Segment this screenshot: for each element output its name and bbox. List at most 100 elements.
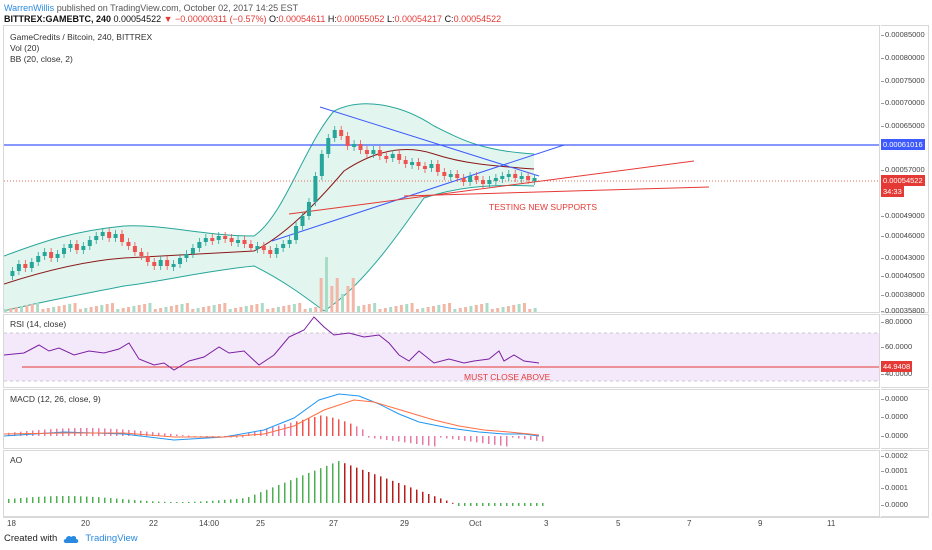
ao-bar bbox=[506, 503, 508, 506]
rsi-axis[interactable]: 80.0000 60.0000 40.0000 bbox=[880, 314, 929, 388]
volume-bar bbox=[25, 305, 29, 312]
candle-body bbox=[184, 254, 189, 258]
volume-bar bbox=[159, 308, 163, 312]
candle-body bbox=[236, 240, 241, 243]
support-line-2 bbox=[403, 186, 710, 197]
volume-bar bbox=[276, 307, 280, 312]
macd-bar bbox=[326, 416, 328, 436]
ao-bar bbox=[302, 475, 304, 503]
volume-bar bbox=[464, 307, 468, 312]
last-price: 0.00054522 bbox=[113, 14, 162, 24]
ao-bar bbox=[170, 501, 172, 503]
publish-info: WarrenWillis published on TradingView.co… bbox=[4, 3, 298, 13]
ao-bar bbox=[248, 497, 250, 503]
time-tick: 27 bbox=[329, 519, 338, 528]
price-tick: 0.00070000 bbox=[881, 98, 925, 107]
volume-bar bbox=[415, 309, 419, 312]
ao-bar bbox=[80, 496, 82, 503]
macd-bar bbox=[260, 429, 262, 436]
author-link[interactable]: WarrenWillis bbox=[4, 3, 55, 13]
candle-body bbox=[229, 238, 234, 242]
ao-bar bbox=[434, 496, 436, 503]
ao-bar bbox=[422, 491, 424, 503]
volume-bar bbox=[351, 278, 355, 312]
rsi-pane[interactable]: RSI (14, close) MUST CLOSE ABOVE bbox=[3, 314, 880, 388]
rsi-tick: 40.0000 bbox=[880, 369, 913, 378]
ao-bar bbox=[134, 500, 136, 503]
price-pane[interactable]: GameCredits / Bitcoin, 240, BITTREX Vol … bbox=[3, 25, 880, 313]
price-tick: 0.00046000 bbox=[881, 231, 925, 240]
volume-bar bbox=[522, 303, 526, 312]
candle-body bbox=[120, 234, 125, 242]
ao-pane[interactable]: AO bbox=[3, 450, 880, 517]
time-axis[interactable]: 18 20 22 14:00 25 27 29 Oct 3 5 7 9 11 bbox=[3, 517, 929, 530]
candle-body bbox=[403, 160, 408, 164]
high-value: 0.00055052 bbox=[336, 14, 385, 24]
candle-body bbox=[390, 154, 395, 158]
macd-bar bbox=[434, 436, 436, 447]
macd-bar bbox=[500, 436, 502, 446]
open-value: 0.00054611 bbox=[278, 14, 326, 24]
time-tick: 29 bbox=[400, 519, 409, 528]
macd-bar bbox=[470, 436, 472, 442]
macd-bar bbox=[374, 436, 376, 439]
volume-bar bbox=[314, 307, 318, 312]
ao-bar bbox=[476, 503, 478, 506]
candle-body bbox=[410, 162, 415, 165]
ao-bar bbox=[116, 498, 118, 503]
ao-indicator-label: AO bbox=[10, 455, 23, 465]
candle-body bbox=[371, 150, 376, 154]
macd-bar bbox=[356, 426, 358, 436]
price-tick: 0.00085000 bbox=[881, 30, 925, 39]
volume-bar bbox=[201, 307, 205, 312]
publish-text: published on TradingView.com, October 02… bbox=[56, 3, 299, 13]
price-axis[interactable]: 0.00085000 0.00080000 0.00075000 0.00070… bbox=[881, 25, 929, 315]
macd-bar bbox=[254, 431, 256, 436]
ao-axis[interactable]: 0.0002 0.0001 0.0001 0.0000 bbox=[881, 450, 929, 517]
ao-bar bbox=[110, 498, 112, 503]
time-tick: 3 bbox=[544, 519, 549, 528]
candle-body bbox=[339, 130, 344, 136]
macd-bar bbox=[380, 436, 382, 440]
macd-bar bbox=[164, 433, 166, 436]
candle-body bbox=[358, 144, 363, 150]
volume-bar bbox=[260, 303, 264, 312]
chart-title: GameCredits / Bitcoin, 240, BITTREX bbox=[10, 32, 153, 42]
ao-bar bbox=[140, 500, 142, 503]
tradingview-brand-link[interactable]: TradingView bbox=[85, 533, 138, 544]
volume-bar bbox=[73, 303, 77, 312]
volume-bar bbox=[218, 304, 221, 312]
volume-bar bbox=[292, 304, 296, 312]
macd-bar bbox=[452, 436, 454, 440]
ao-bar bbox=[308, 473, 310, 503]
macd-signal-line bbox=[4, 399, 540, 438]
ao-chart bbox=[8, 461, 544, 506]
macd-bar bbox=[242, 436, 244, 438]
ao-bar bbox=[152, 501, 154, 503]
candle-body bbox=[468, 176, 473, 182]
resistance-price-tag: 0.00061016 bbox=[881, 139, 925, 150]
macd-bar bbox=[464, 436, 466, 441]
candle-body bbox=[171, 264, 176, 267]
candle-body bbox=[203, 238, 208, 242]
volume-bar bbox=[111, 303, 114, 312]
candle-body bbox=[261, 246, 266, 250]
ao-bar bbox=[74, 496, 76, 503]
candle-body bbox=[165, 260, 170, 266]
macd-bar bbox=[368, 436, 370, 438]
volume-bar bbox=[169, 306, 173, 312]
candle-body bbox=[42, 252, 47, 256]
candle-body bbox=[268, 250, 273, 254]
macd-pane[interactable]: MACD (12, 26, close, 9) bbox=[3, 389, 880, 449]
open-label: O: bbox=[268, 14, 279, 24]
candle-body bbox=[506, 174, 511, 177]
volume-bar bbox=[250, 305, 254, 312]
macd-axis[interactable]: 0.0000 0.0000 0.0000 bbox=[881, 389, 929, 449]
candle-body bbox=[480, 180, 485, 184]
rsi-indicator-label: RSI (14, close) bbox=[10, 319, 67, 329]
ao-bar bbox=[536, 503, 538, 506]
volume-bar bbox=[496, 308, 500, 312]
candle-body bbox=[152, 262, 157, 266]
candle-body bbox=[29, 262, 34, 268]
volume-bar bbox=[116, 309, 120, 312]
